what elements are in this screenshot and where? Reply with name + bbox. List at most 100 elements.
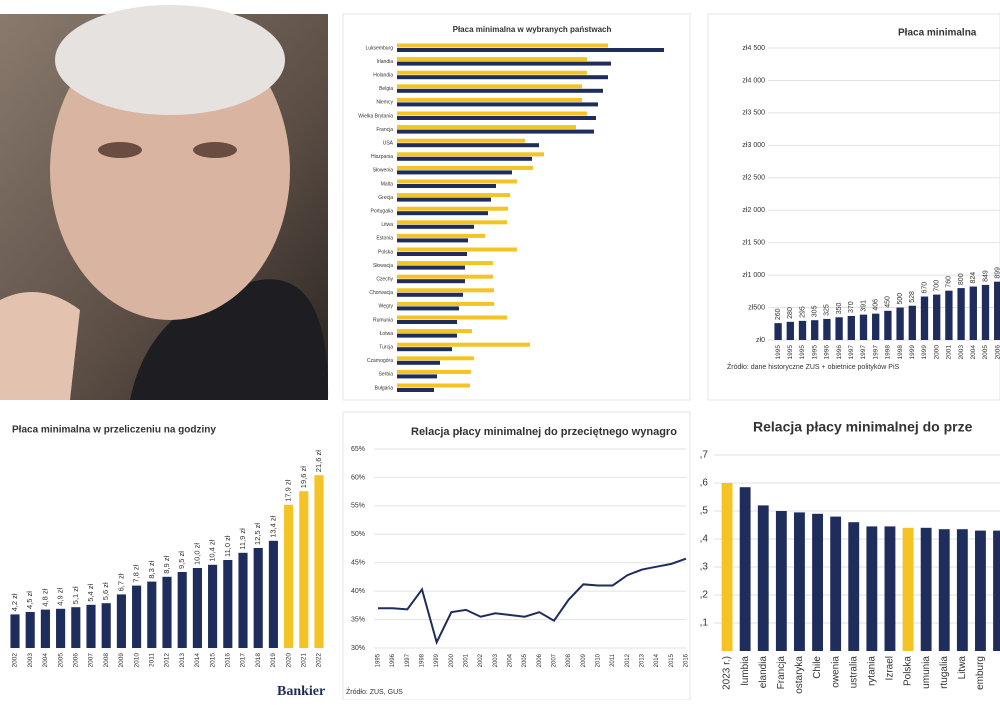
category-label: Hiszpania [371, 154, 393, 160]
x-tick-label: 2002 [12, 653, 19, 668]
bar [314, 475, 324, 648]
source: Źródło: ZUS, GUS [346, 687, 403, 696]
category-label: Słowenia [373, 168, 394, 174]
bar [40, 609, 50, 648]
bar [848, 522, 860, 651]
x-tick-label: elandia [758, 656, 769, 689]
x-tick-label: 1998 [420, 653, 426, 667]
category-label: Turcja [379, 345, 393, 351]
x-tick-label: lumbia [740, 656, 751, 686]
bar [397, 374, 437, 379]
bar [397, 116, 596, 120]
x-tick-label: 1995 [799, 345, 806, 360]
y-tick-label: zł3 500 [742, 110, 765, 117]
x-tick-label: umunia [921, 656, 932, 689]
x-tick-label: Chile [812, 656, 823, 679]
value-label: 8,3 zł [147, 560, 156, 578]
bar [397, 143, 539, 148]
bar [397, 320, 457, 324]
category-label: Serbia [379, 372, 394, 378]
category-label: Litwa [381, 222, 393, 228]
x-tick-label: 2020 [285, 653, 292, 668]
bar [981, 284, 990, 340]
bar [994, 281, 1000, 340]
bar [775, 511, 787, 651]
bar [397, 224, 474, 229]
x-tick-label: 2011 [610, 653, 616, 667]
value-label: 260 [775, 308, 782, 320]
y-tick-label: ,4 [700, 534, 709, 545]
bar [975, 530, 986, 651]
bar [774, 323, 782, 340]
bar [116, 594, 126, 648]
bar [721, 483, 733, 651]
bar [397, 279, 465, 284]
bar [798, 320, 807, 340]
photo [0, 5, 329, 400]
category-label: Węgry [379, 304, 394, 310]
bar [397, 84, 582, 89]
value-label: 4,9 zł [56, 588, 65, 606]
bar [132, 585, 142, 648]
bar [397, 48, 664, 52]
bar [397, 170, 512, 175]
value-label: 849 [982, 270, 989, 282]
value-label: 295 [799, 306, 806, 318]
bar [147, 581, 157, 648]
category-label: Słowacja [373, 263, 393, 269]
category-label: Portugalia [370, 209, 393, 215]
bar [25, 612, 35, 648]
x-tick-label: 1998 [897, 345, 904, 360]
x-tick-label: 2003 [958, 345, 965, 360]
bar [397, 193, 510, 198]
bar [397, 347, 452, 352]
bar [397, 211, 488, 216]
x-tick-label: 2011 [149, 653, 156, 667]
value-label: 824 [970, 272, 977, 284]
value-label: 800 [958, 273, 965, 285]
category-label: Luksemburg [365, 45, 393, 51]
value-label: 350 [836, 303, 843, 315]
bar [397, 301, 494, 306]
value-label: 19,6 zł [299, 466, 308, 488]
value-label: 700 [934, 280, 941, 292]
bar [945, 290, 953, 340]
x-tick-label: 1997 [872, 345, 879, 360]
value-label: 391 [860, 300, 867, 312]
bar [397, 388, 434, 392]
x-tick-label: 1996 [824, 345, 831, 360]
bar [238, 552, 248, 648]
x-tick-label: 2015 [209, 653, 216, 668]
x-tick-label: 2022 [316, 653, 323, 668]
x-tick-label: 1997 [405, 653, 411, 667]
bar [884, 526, 896, 651]
x-tick-label: 2003 [493, 653, 499, 667]
bar [993, 530, 1000, 651]
bar [397, 360, 440, 365]
x-tick-label: 1996 [836, 345, 843, 360]
value-label: 4,5 zł [25, 591, 34, 609]
chart-title: Relacja płacy minimalnej do prze [753, 419, 973, 435]
x-tick-label: Polska [903, 656, 914, 686]
x-tick-label: 1996 [390, 653, 396, 667]
x-tick-label: 2002 [478, 653, 484, 667]
value-label: 305 [812, 305, 819, 317]
x-tick-label: 2009 [118, 653, 125, 668]
category-label: Polska [378, 249, 393, 255]
bar [397, 184, 496, 188]
x-tick-label: 2004 [42, 653, 49, 668]
value-label: 5,1 zł [71, 586, 80, 604]
x-tick-label: 2006 [73, 653, 80, 668]
bar [71, 607, 81, 648]
y-tick-label: ,7 [700, 450, 709, 461]
bar [397, 220, 507, 225]
bar [397, 111, 587, 116]
value-label: 8,9 zł [162, 556, 171, 574]
value-label: 325 [824, 304, 831, 316]
value-label: 11,9 zł [238, 528, 247, 550]
chart-title: Płaca minimalna [898, 28, 977, 39]
bar [397, 233, 485, 238]
chart-title: Płaca minimalna w przeliczeniu na godzin… [12, 425, 216, 436]
x-tick-label: 2012 [164, 653, 171, 668]
